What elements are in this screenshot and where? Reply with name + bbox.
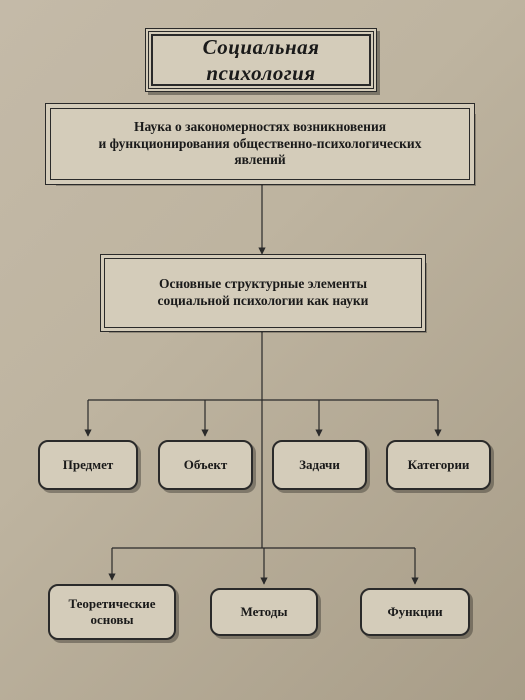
definition-line2: и функционирования общественно-психологи…: [99, 136, 422, 153]
leaf-label: Задачи: [299, 457, 340, 473]
leaf-obekt: Объект: [158, 440, 253, 490]
title-node: Социальная психология: [145, 28, 377, 92]
leaf-kategorii: Категории: [386, 440, 491, 490]
title-line1: Социальная: [203, 34, 320, 60]
leaf-zadachi: Задачи: [272, 440, 367, 490]
leaf-label-line2: основы: [90, 612, 133, 628]
leaf-label: Объект: [184, 457, 228, 473]
title-line2: психология: [206, 60, 315, 86]
structure-node: Основные структурные элементы социальной…: [104, 258, 422, 328]
structure-line1: Основные структурные элементы: [159, 276, 367, 293]
leaf-teoreticheskie-osnovy: Теоретические основы: [48, 584, 176, 640]
leaf-label-line1: Теоретические: [68, 596, 155, 612]
definition-line3: явлений: [234, 152, 285, 169]
leaf-label: Методы: [241, 604, 288, 620]
leaf-label: Функции: [387, 604, 442, 620]
leaf-label: Категории: [408, 457, 470, 473]
leaf-metody: Методы: [210, 588, 318, 636]
definition-line1: Наука о закономерностях возникновения: [134, 119, 386, 136]
leaf-funktsii: Функции: [360, 588, 470, 636]
leaf-label: Предмет: [63, 457, 114, 473]
definition-node: Наука о закономерностях возникновения и …: [50, 108, 470, 180]
structure-line2: социальной психологии как науки: [158, 293, 369, 310]
leaf-predmet: Предмет: [38, 440, 138, 490]
